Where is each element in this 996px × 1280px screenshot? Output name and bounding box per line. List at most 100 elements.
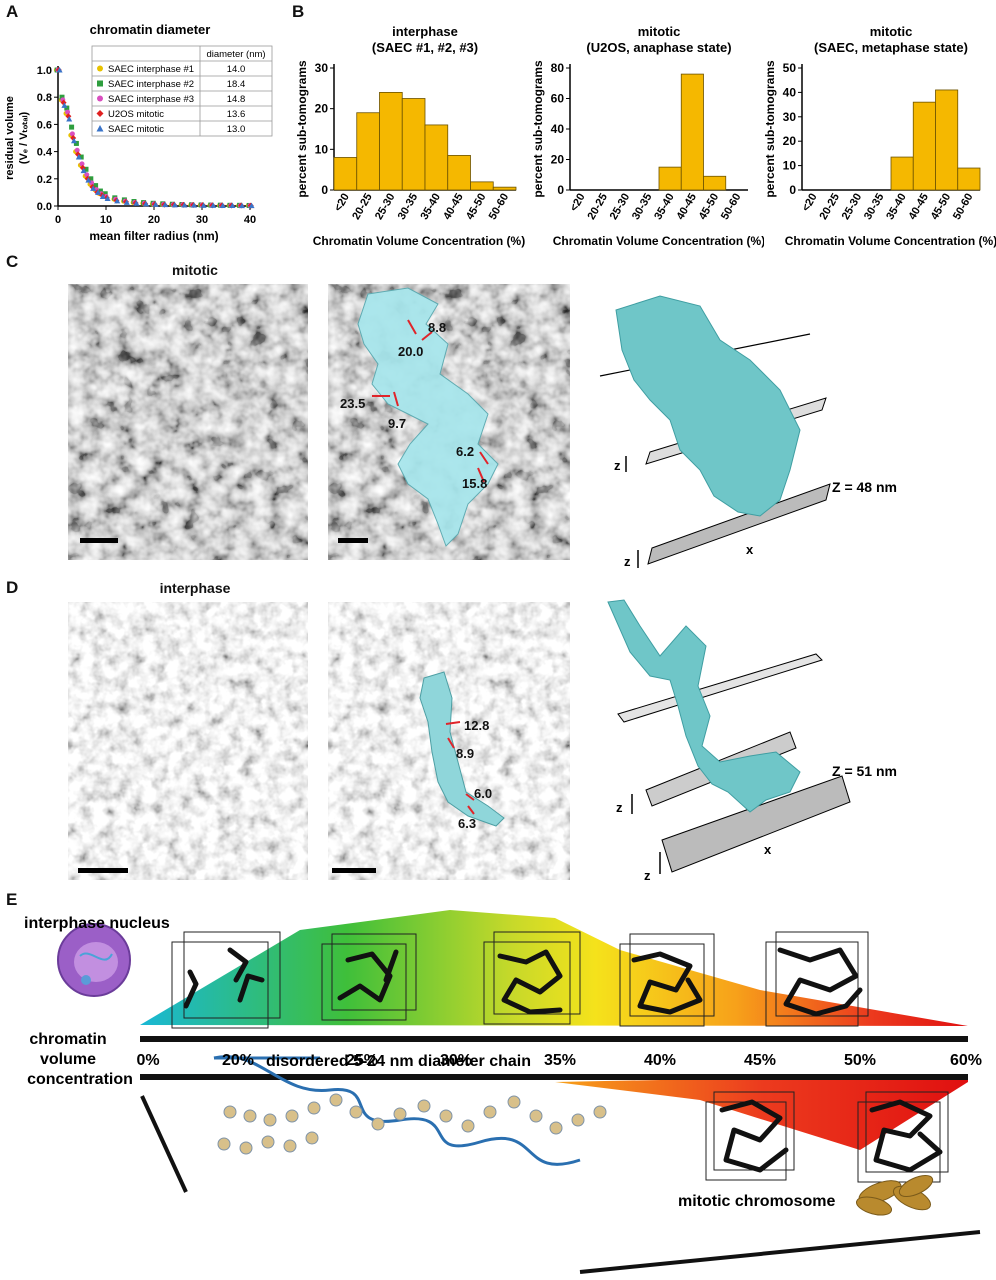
data-point: [56, 67, 63, 73]
y-tick-label: 40: [783, 85, 797, 99]
x-tick-label: 25-30: [608, 192, 632, 222]
y-tick-label: 30: [783, 110, 797, 124]
data-point: [143, 200, 149, 207]
legend-series-name: SAEC interphase #1: [108, 64, 194, 75]
x-tick-label: 45-50: [464, 192, 488, 222]
axis-label-line: concentration: [27, 1071, 133, 1088]
x-tick-label: 20-25: [818, 192, 842, 222]
measurement-label: 6.2: [456, 444, 474, 459]
chart-title: chromatin diameter: [90, 22, 211, 37]
scale-label: 40%: [644, 1052, 676, 1069]
y-axis-label: percent sub-tomograms: [531, 60, 545, 198]
data-point: [99, 193, 106, 199]
scale-label: 30%: [440, 1052, 472, 1069]
y-tick-label: 20: [551, 153, 565, 167]
data-point: [73, 140, 79, 146]
legend-value: 14.8: [227, 94, 246, 105]
y-tick-label: 20: [783, 134, 797, 148]
nucleosome-beads: [217, 1093, 607, 1155]
data-point: [79, 161, 85, 167]
data-point: [123, 199, 130, 205]
legend-marker: [97, 80, 103, 87]
x-tick-label: 40-45: [441, 192, 465, 222]
data-point: [219, 202, 226, 208]
x-tick-label: <20: [800, 192, 820, 214]
data-point: [78, 154, 84, 160]
interphase-tomogram-overlay: 12.8 8.9 6.0 6.3: [328, 602, 570, 880]
y-tick-label: 0: [789, 183, 796, 197]
legend-value: 18.4: [227, 79, 246, 90]
data-point: [90, 185, 97, 191]
interphase-overlay-image: 12.8 8.9 6.0 6.3: [328, 602, 570, 880]
x-tick-label: 45-50: [929, 192, 953, 222]
axis-z-label: z: [614, 458, 621, 473]
x-tick-label: <20: [568, 192, 588, 214]
x-tick-label: 0: [55, 214, 61, 226]
measurement-label: 6.0: [474, 786, 492, 801]
x-tick-label: 35-40: [652, 192, 676, 222]
data-point: [80, 167, 87, 174]
data-point: [171, 201, 178, 208]
measurement-label: 12.8: [464, 718, 489, 733]
chromatin-3d-mesh: [615, 295, 801, 517]
panel-label-e: E: [6, 890, 18, 909]
data-point: [88, 176, 94, 182]
data-point: [61, 102, 68, 108]
chromosome-label: mitotic chromosome: [678, 1193, 835, 1210]
y-tick-label: 0.2: [37, 174, 52, 186]
x-tick-label: 40-45: [907, 192, 931, 222]
legend-value: 13.0: [227, 124, 246, 135]
y-tick-label: 0: [321, 183, 328, 197]
x-tick-label: 30-35: [862, 192, 886, 222]
axis-z-label: z: [616, 800, 623, 815]
data-point: [200, 202, 207, 208]
scale-label: 0%: [136, 1052, 159, 1069]
chromatin-segmentation: [419, 671, 505, 827]
legend-series-name: SAEC interphase #2: [108, 79, 194, 90]
x-tick-label: 40-45: [675, 192, 699, 222]
x-tick-label: 45-50: [697, 192, 721, 222]
axis-x-label: x: [746, 542, 754, 557]
scale-label: 45%: [744, 1052, 776, 1069]
measurement-label: 6.3: [458, 816, 476, 831]
x-tick-label: 20-25: [350, 192, 374, 222]
y-tick-label: 40: [551, 122, 565, 136]
chart-title: mitotic: [870, 24, 913, 39]
data-point: [66, 115, 73, 122]
scale-bar-bottom: [140, 1074, 968, 1080]
scale-bar: [332, 868, 376, 873]
histogram-bar: [401, 98, 426, 191]
histogram-interphase: interphase(SAEC #1, #2, #3) 0 10 20 30 <2020-…: [295, 24, 525, 248]
data-point: [104, 195, 111, 202]
chromatin-fibers: [183, 947, 943, 1173]
data-point: [75, 154, 82, 160]
histogram-mitotic-anaphase: mitotic(U2OS, anaphase state) 0 20 40 60 80 <2…: [531, 24, 764, 248]
scale-label: 25%: [346, 1052, 378, 1069]
scale-bar: [80, 538, 118, 543]
chromatin-segmentation: [357, 287, 499, 547]
legend-header: diameter (nm): [206, 49, 265, 60]
histogram-mitotic-metaphase: mitotic(SAEC, metaphase state) 0 10 20 30 40 5…: [763, 24, 996, 248]
scale-label: 50%: [844, 1052, 876, 1069]
panel-label-b: B: [292, 2, 305, 21]
data-point: [181, 202, 188, 208]
data-point: [229, 202, 236, 208]
x-tick-label: 20: [148, 214, 160, 226]
mitotic-tomogram-slice: [68, 284, 308, 560]
scale-label: 60%: [950, 1052, 982, 1069]
y-tick-label: 0: [557, 183, 564, 197]
x-tick-label: 50-60: [951, 192, 975, 222]
legend-marker: [97, 65, 103, 72]
y-tick-label: 1.0: [37, 65, 52, 77]
x-tick-label: 50-60: [487, 192, 511, 222]
x-tick-label: 20-25: [586, 192, 610, 222]
x-tick-label: 35-40: [419, 192, 443, 222]
measurement-label: 9.7: [388, 416, 406, 431]
x-tick-label: 25-30: [373, 192, 397, 222]
data-point: [69, 131, 75, 137]
data-point: [64, 105, 70, 111]
histogram-bar: [912, 101, 936, 191]
histogram-bar: [935, 89, 959, 191]
interphase-3d-rendering: z z x Z = 51 nm: [607, 599, 897, 883]
y-tick-label: 0.8: [37, 92, 52, 104]
